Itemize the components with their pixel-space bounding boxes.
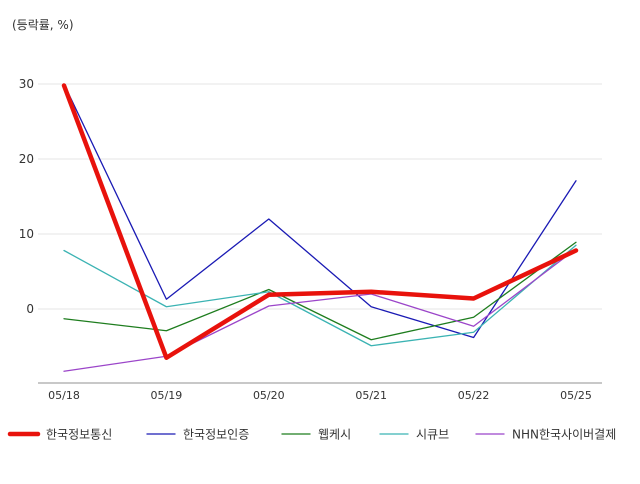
y-tick-label: 20 [19, 152, 34, 166]
x-tick-label: 05/18 [48, 389, 80, 402]
y-tick-label: 30 [19, 77, 34, 91]
y-tick-labels: 0 10 20 30 [19, 77, 34, 316]
series-line-5 [63, 248, 577, 372]
legend-label: 웹케시 [318, 428, 351, 442]
y-tick-label: 10 [19, 227, 34, 241]
x-tick-labels: 05/18 05/19 05/20 05/21 05/22 05/25 [48, 389, 592, 402]
y-tick-label: 0 [26, 302, 34, 316]
unit-label: (등락률, %) [12, 18, 74, 32]
gridlines [38, 83, 602, 310]
series-lines [61, 83, 579, 372]
legend: 한국정보통신 한국정보인증 웹케시 시큐브 NHN한국사이버결제 [7, 428, 616, 442]
legend-label: 한국정보통신 [46, 428, 112, 442]
legend-label: NHN한국사이버결제 [512, 428, 616, 442]
series-line-4 [63, 244, 577, 347]
legend-label: 한국정보인증 [183, 428, 249, 442]
x-tick-label: 05/19 [151, 389, 183, 402]
legend-label: 시큐브 [416, 428, 449, 442]
x-tick-label: 05/21 [355, 389, 387, 402]
series-line-2 [63, 83, 577, 339]
x-tick-label: 05/25 [560, 389, 592, 402]
series-line-3 [63, 241, 577, 341]
x-tick-label: 05/20 [253, 389, 285, 402]
series-line-1 [61, 83, 579, 360]
x-tick-label: 05/22 [458, 389, 490, 402]
